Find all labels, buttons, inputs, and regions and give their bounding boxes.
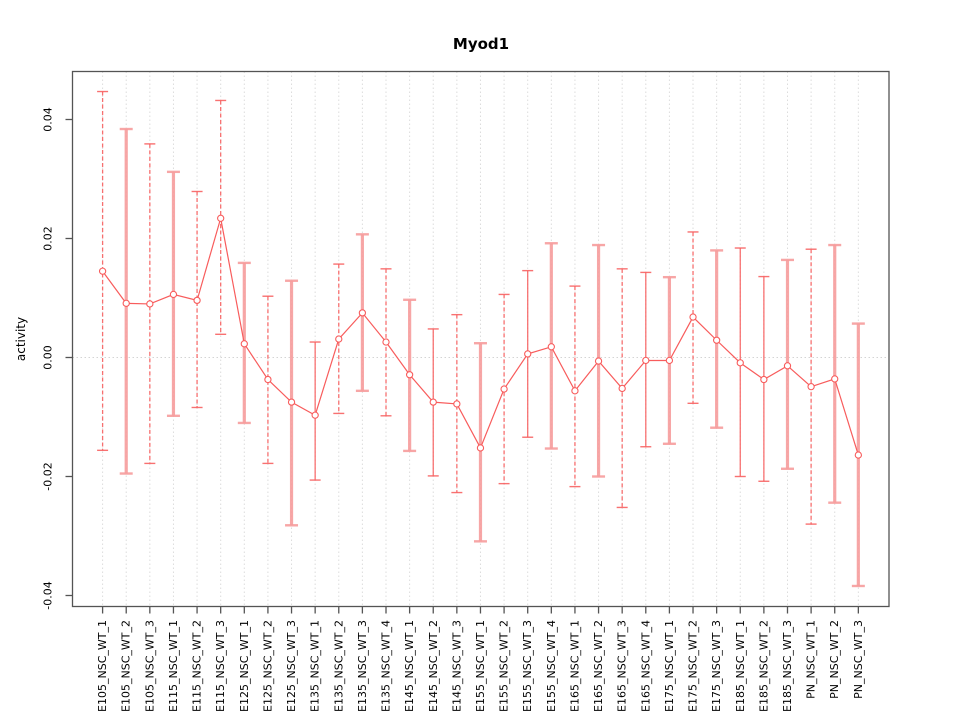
x-tick-label: E105_NSC_WT_3 (143, 620, 156, 712)
y-tick-label: 0.02 (42, 226, 55, 251)
data-point (547, 343, 555, 351)
data-point (783, 362, 792, 370)
x-tick-label: PN_NSC_WT_1 (805, 620, 818, 699)
data-point (807, 383, 815, 391)
x-tick-label: E125_NSC_WT_3 (285, 620, 298, 712)
x-tick-label: E175_NSC_WT_2 (687, 620, 700, 712)
x-tick-label: E155_NSC_WT_1 (474, 620, 487, 712)
data-point (358, 309, 367, 317)
x-tick-label: E185_NSC_WT_1 (734, 620, 747, 712)
y-tick-label: 0.00 (42, 345, 55, 370)
data-point (193, 296, 201, 305)
x-tick-label: E165_NSC_WT_2 (592, 620, 605, 712)
x-tick-label: E145_NSC_WT_2 (427, 620, 440, 712)
data-point (594, 357, 603, 365)
x-tick-label: PN_NSC_WT_2 (828, 620, 841, 699)
data-point (571, 387, 579, 395)
data-point (665, 356, 674, 365)
data-point (382, 338, 390, 346)
data-point (642, 356, 650, 365)
data-point (524, 350, 532, 358)
x-tick-label: E165_NSC_WT_4 (639, 620, 652, 712)
x-tick-label: E135_NSC_WT_4 (380, 620, 393, 712)
x-tick-label: E145_NSC_WT_3 (450, 620, 463, 712)
x-tick-label: E125_NSC_WT_2 (261, 620, 274, 712)
data-point (453, 400, 461, 408)
x-tick-label: E115_NSC_WT_2 (191, 620, 204, 712)
data-point (240, 340, 248, 348)
data-point (335, 335, 343, 343)
plot-area: -0.04 -0.02 0.00 0.02 0.04 E105_NSC_WT_1 E105_… (42, 70, 890, 712)
x-tick-label: E155_NSC_WT_4 (545, 620, 558, 712)
x-tick-label: E175_NSC_WT_3 (710, 620, 723, 712)
y-axis-title: activity (14, 317, 28, 361)
data-point (146, 300, 154, 308)
x-tick-label: PN_NSC_WT_3 (852, 620, 865, 699)
data-point (500, 385, 508, 393)
x-tick-label: E135_NSC_WT_1 (309, 620, 322, 712)
x-tick-label: E175_NSC_WT_1 (663, 620, 676, 712)
data-point (618, 384, 626, 393)
data-point (760, 375, 768, 384)
x-tick-label: E135_NSC_WT_2 (332, 620, 345, 712)
x-tick-label: E155_NSC_WT_3 (521, 620, 534, 712)
data-point (287, 398, 296, 406)
data-point (712, 336, 721, 344)
data-point (169, 290, 178, 299)
data-point (217, 214, 225, 222)
x-tick-label: E125_NSC_WT_1 (238, 620, 251, 712)
x-tick-label: E185_NSC_WT_2 (757, 620, 770, 712)
y-tick-label: -0.04 (42, 581, 55, 609)
x-tick-label: E165_NSC_WT_1 (568, 620, 581, 712)
data-point (311, 411, 319, 419)
y-tick-label: 0.04 (42, 107, 55, 132)
data-point (476, 444, 485, 452)
data-point (98, 267, 107, 275)
y-tick-label: -0.02 (42, 462, 55, 490)
x-tick-label: E115_NSC_WT_3 (214, 620, 227, 712)
chart-title: Myod1 (453, 35, 509, 53)
data-point (854, 451, 862, 459)
x-tick-label: E165_NSC_WT_3 (616, 620, 629, 712)
data-point (122, 299, 130, 308)
x-tick-label: E105_NSC_WT_1 (96, 620, 109, 712)
x-tick-label: E155_NSC_WT_2 (498, 620, 511, 712)
data-point (736, 359, 744, 367)
data-point (831, 375, 839, 383)
data-point (429, 398, 437, 406)
data-point (405, 371, 414, 379)
x-tick-label: E145_NSC_WT_1 (403, 620, 416, 712)
data-point (264, 375, 272, 384)
x-tick-label: E135_NSC_WT_3 (356, 620, 369, 712)
x-tick-label: E185_NSC_WT_3 (781, 620, 794, 712)
data-point (689, 313, 697, 321)
x-tick-label: E115_NSC_WT_1 (167, 620, 180, 712)
x-tick-label: E105_NSC_WT_2 (120, 620, 133, 712)
